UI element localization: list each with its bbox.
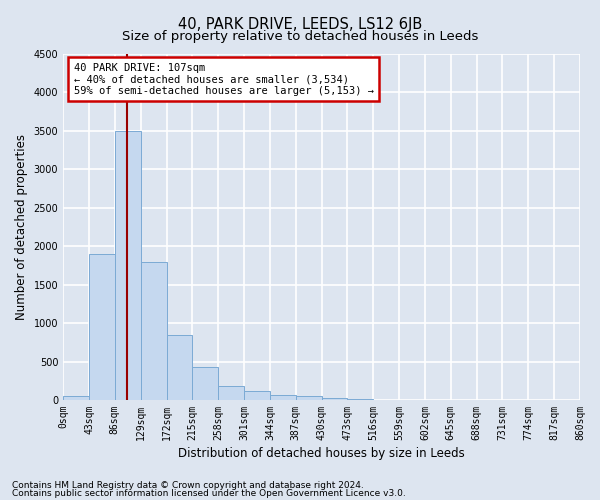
Bar [244, 392, 270, 400]
Bar [218, 386, 244, 400]
X-axis label: Distribution of detached houses by size in Leeds: Distribution of detached houses by size … [178, 447, 465, 460]
Text: Contains HM Land Registry data © Crown copyright and database right 2024.: Contains HM Land Registry data © Crown c… [12, 481, 364, 490]
Bar [270, 394, 296, 400]
Bar [89, 254, 115, 400]
Text: 40 PARK DRIVE: 107sqm
← 40% of detached houses are smaller (3,534)
59% of semi-d: 40 PARK DRIVE: 107sqm ← 40% of detached … [74, 62, 374, 96]
Bar [347, 399, 373, 400]
Y-axis label: Number of detached properties: Number of detached properties [15, 134, 28, 320]
Bar [167, 334, 193, 400]
Text: Size of property relative to detached houses in Leeds: Size of property relative to detached ho… [122, 30, 478, 43]
Text: 40, PARK DRIVE, LEEDS, LS12 6JB: 40, PARK DRIVE, LEEDS, LS12 6JB [178, 18, 422, 32]
Bar [140, 262, 167, 400]
Bar [193, 367, 218, 400]
Bar [322, 398, 347, 400]
Bar [296, 396, 322, 400]
Bar [115, 131, 140, 400]
Text: Contains public sector information licensed under the Open Government Licence v3: Contains public sector information licen… [12, 488, 406, 498]
Bar [63, 396, 89, 400]
